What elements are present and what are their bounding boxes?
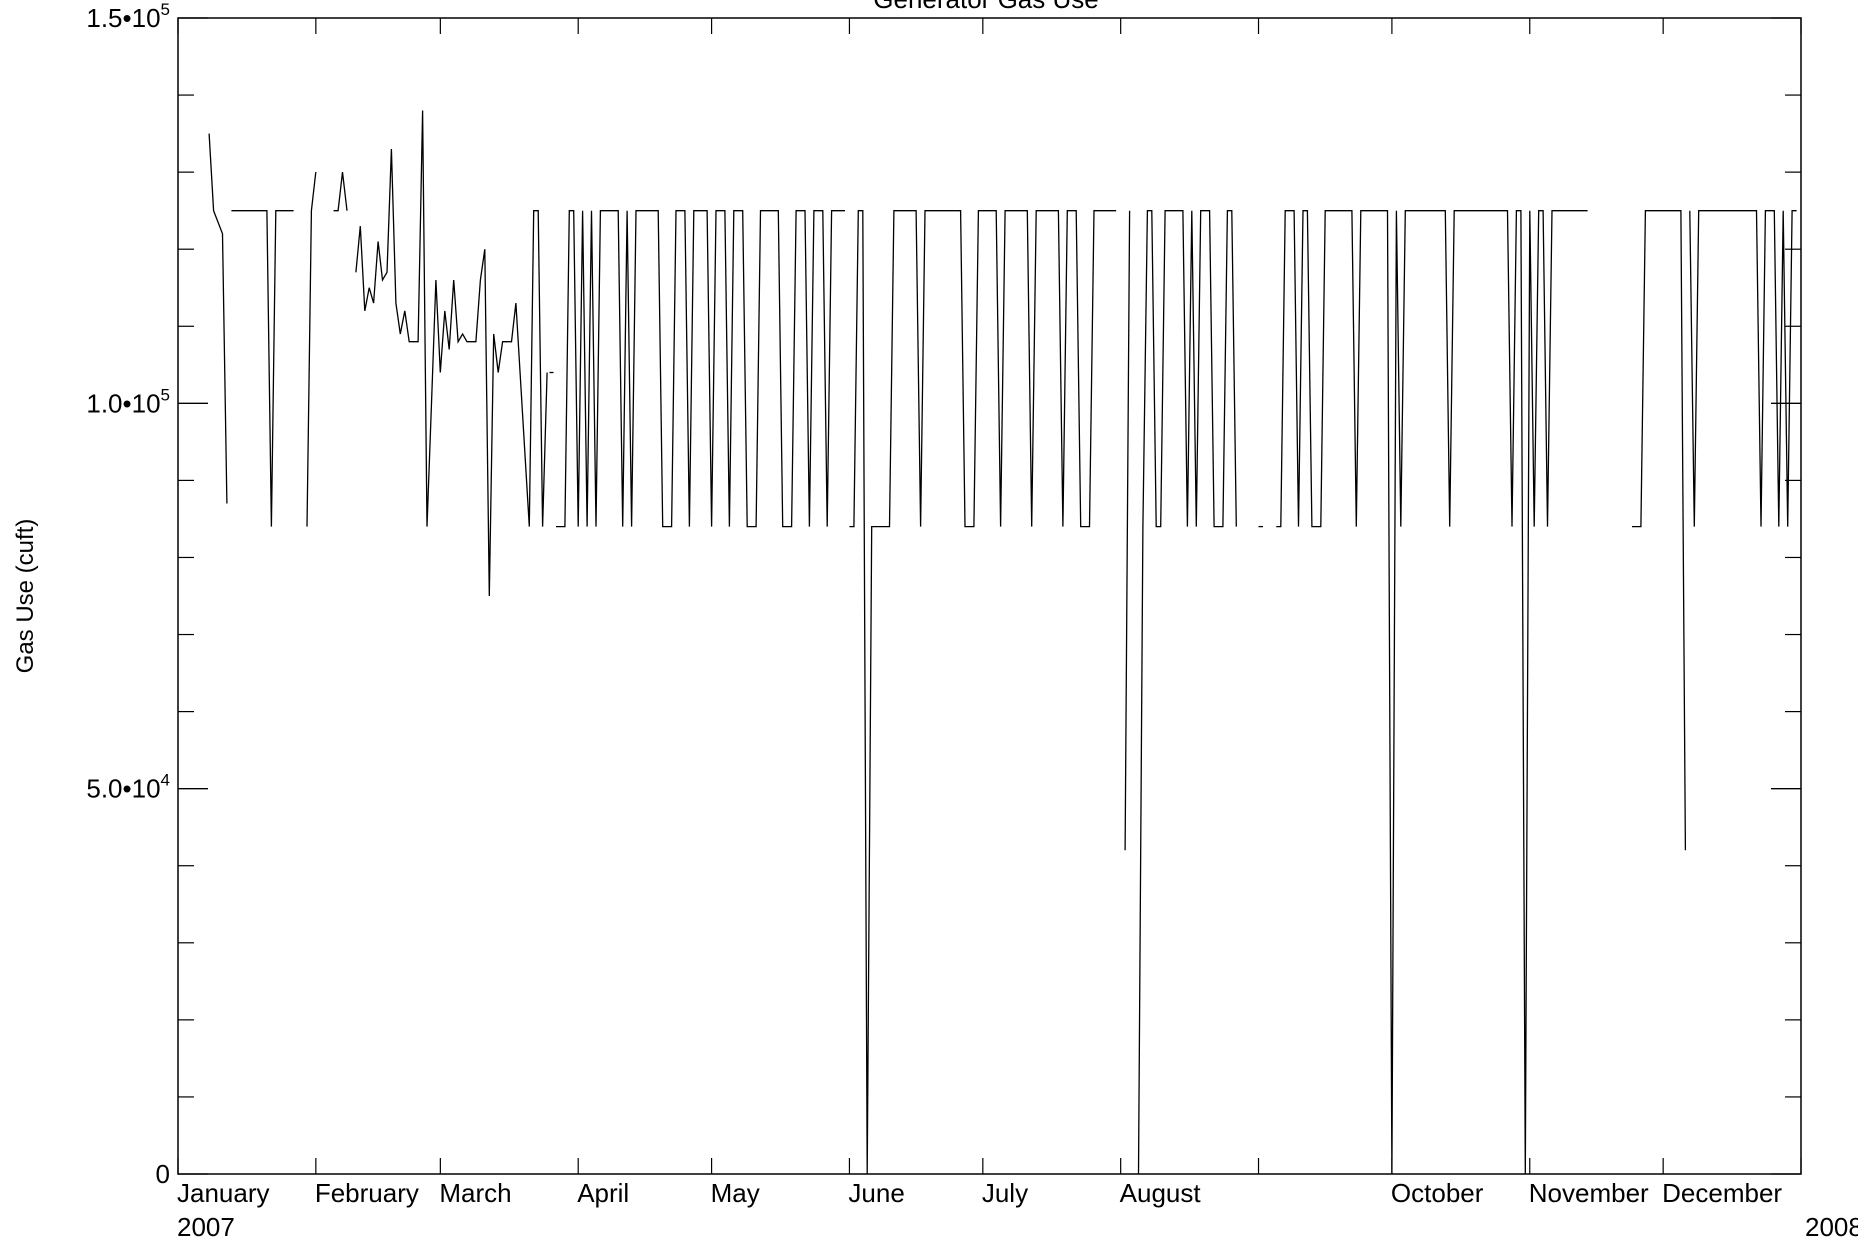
series-line-segment	[1689, 210, 1797, 527]
x-tick-label: August	[1120, 1178, 1202, 1208]
gas-use-series	[208, 110, 1797, 1175]
series-line-segment	[1632, 210, 1687, 851]
series-line-segment	[333, 172, 348, 212]
series-line-segment	[306, 172, 317, 527]
y-tick-label: 1.5•105	[86, 0, 170, 33]
series-line-segment	[1276, 210, 1588, 1175]
chart-title: Generator Gas Use	[873, 0, 1098, 14]
x-tick-label: February	[315, 1178, 419, 1208]
plot-frame	[177, 17, 1802, 1175]
series-line-segment	[1124, 210, 1131, 851]
series-line-segment	[355, 110, 548, 597]
x-tick-label: April	[577, 1178, 629, 1208]
x-tick-label: June	[848, 1178, 904, 1208]
x-tick-label: July	[982, 1178, 1028, 1208]
x-tick-label: January	[177, 1178, 270, 1208]
x-tick-label: May	[711, 1178, 760, 1208]
x-tick-year-label: 2007	[177, 1212, 235, 1241]
y-tick-label: 1.0•105	[86, 385, 170, 418]
x-tick-label: December	[1662, 1178, 1782, 1208]
series-line-segment	[208, 133, 228, 504]
x-tick-label: March	[439, 1178, 511, 1208]
y-tick-label: 5.0•104	[86, 771, 170, 804]
x-axis-ticks: January 2007 February March April May June July…	[177, 18, 1858, 1241]
y-axis-label: Gas Use (cuft)	[12, 519, 39, 674]
x-tick-label: October	[1391, 1178, 1484, 1208]
series-line-segment	[1137, 210, 1237, 1175]
series-line-segment	[556, 210, 845, 528]
series-line-segment	[231, 210, 294, 527]
y-tick-label: 0	[156, 1159, 170, 1189]
series-line-segment	[849, 210, 1117, 1175]
x-tick-label: November	[1529, 1178, 1649, 1208]
y-axis-ticks: 0 5.0•104 1.0•105 1.5•105	[86, 0, 1801, 1189]
x-tick-year-label: 2008	[1805, 1212, 1858, 1241]
